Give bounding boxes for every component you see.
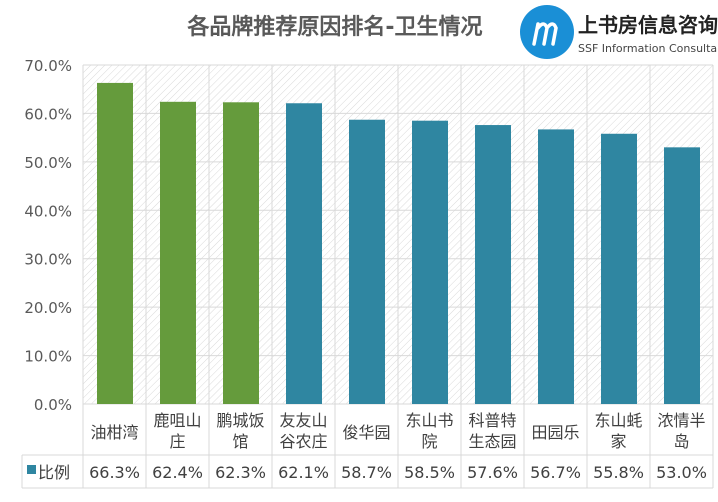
value-label: 58.5% [404, 463, 455, 482]
value-label: 57.6% [467, 463, 518, 482]
category-label: 家 [610, 432, 626, 451]
watermark-logo-icon [520, 5, 574, 59]
category-label: 浓情半 [657, 411, 705, 430]
watermark-en: SSF Information Consultancy [578, 42, 718, 55]
category-label: 岛 [673, 432, 689, 451]
category-label: 科普特 [468, 411, 516, 430]
bar [286, 103, 322, 404]
category-label: 友友山 [279, 411, 327, 430]
category-label: 谷农庄 [279, 432, 327, 451]
y-tick-label: 30.0% [24, 251, 72, 269]
y-tick-label: 10.0% [24, 348, 72, 366]
bar [412, 120, 448, 404]
bar [664, 147, 700, 405]
legend-label: 比例 [38, 463, 70, 482]
value-label: 62.4% [152, 463, 203, 482]
y-tick-label: 40.0% [24, 202, 72, 220]
bar [538, 129, 574, 404]
legend-swatch [27, 465, 36, 474]
watermark: 上书房信息咨询 SSF Information Consultancy [520, 2, 718, 62]
category-label: 鹏城饭 [216, 411, 264, 430]
value-label: 55.8% [593, 463, 644, 482]
category-label: 东山蚝 [594, 411, 642, 430]
y-tick-label: 20.0% [24, 299, 72, 317]
bar [160, 101, 196, 404]
value-label: 56.7% [530, 463, 581, 482]
watermark-cn: 上书房信息咨询 [578, 13, 718, 37]
bar [601, 133, 637, 405]
y-tick-label: 60.0% [24, 105, 72, 123]
category-label: 院 [421, 432, 437, 451]
category-label: 东山书 [405, 411, 453, 430]
bar [349, 119, 385, 404]
chart-title: 各品牌推荐原因排名-卫生情况 [186, 14, 482, 40]
bar [97, 82, 133, 404]
value-label: 66.3% [89, 463, 140, 482]
bar [475, 125, 511, 405]
category-label: 庄 [169, 432, 185, 451]
category-label: 馆 [232, 432, 248, 451]
value-label: 62.1% [278, 463, 329, 482]
category-label: 田园乐 [531, 423, 579, 442]
category-label: 油柑湾 [90, 423, 138, 442]
value-label: 58.7% [341, 463, 392, 482]
bar [223, 102, 259, 404]
y-tick-label: 0.0% [34, 396, 72, 414]
category-label: 生态园 [468, 432, 516, 451]
y-tick-label: 70.0% [24, 57, 72, 75]
value-label: 62.3% [215, 463, 266, 482]
category-label: 俊华园 [342, 423, 390, 442]
category-label: 鹿咀山 [153, 411, 201, 430]
value-label: 53.0% [656, 463, 707, 482]
y-tick-label: 50.0% [24, 154, 72, 172]
